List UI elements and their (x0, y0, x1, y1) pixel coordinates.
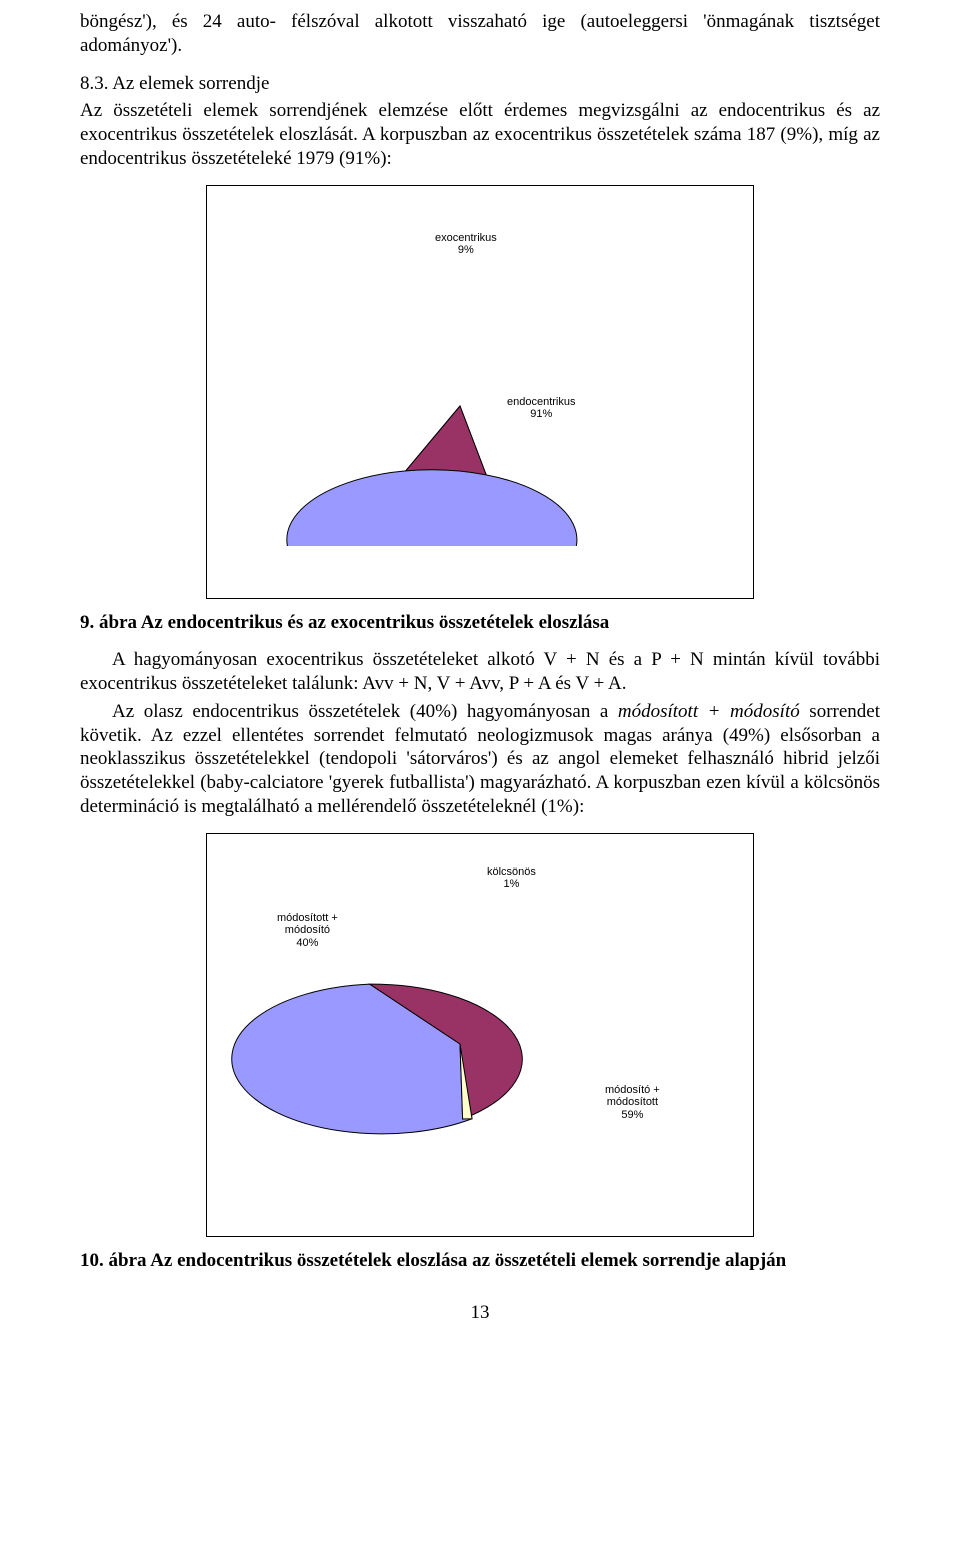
chart1-label-endo: endocentrikus 91% (507, 396, 576, 421)
chart2-pie (225, 854, 695, 1184)
chart2-label-left-3: 40% (277, 937, 338, 950)
paragraph-4b-italic: módosított + módosító (618, 701, 800, 722)
paragraph-2: Az összetételi elemek sorrendjének elemz… (80, 99, 880, 170)
section-heading: 8.3. Az elemek sorrendje (80, 72, 880, 96)
chart2-label-left: módosított + módosító 40% (277, 912, 338, 950)
paragraph-4: Az olasz endocentrikus összetételek (40%… (80, 700, 880, 819)
figure-1-caption: 9. ábra Az endocentrikus és az exocentri… (80, 611, 880, 635)
chart2-label-left-2: módosító (277, 924, 338, 937)
chart2-label-top-1: kölcsönös (487, 866, 536, 879)
paragraph-intro: böngész'), és 24 auto- félszóval alkotot… (80, 10, 880, 58)
chart1-label-exo-name: exocentrikus (435, 232, 497, 245)
figure-1-box: exocentrikus 9% endocentrikus 91% (206, 185, 754, 599)
chart1-label-exo-pct: 9% (435, 244, 497, 257)
chart2-label-top: kölcsönös 1% (487, 866, 536, 891)
chart2-label-left-1: módosított + (277, 912, 338, 925)
chart2-label-right-1: módosító + (605, 1084, 660, 1097)
chart2-label-top-2: 1% (487, 878, 536, 891)
chart2-label-right: módosító + módosított 59% (605, 1084, 660, 1122)
figure-2-box: kölcsönös 1% módosított + módosító 40% m… (206, 833, 754, 1237)
chart1-label-endo-name: endocentrikus (507, 396, 576, 409)
chart1-label-endo-pct: 91% (507, 408, 576, 421)
figure-2-caption: 10. ábra Az endocentrikus összetételek e… (80, 1249, 880, 1273)
chart2-label-right-2: módosított (605, 1096, 660, 1109)
page-number: 13 (80, 1302, 880, 1324)
paragraph-4a: Az olasz endocentrikus összetételek (40%… (112, 701, 618, 722)
chart1-label-exo: exocentrikus 9% (435, 232, 497, 257)
paragraph-3: A hagyományosan exocentrikus összetétele… (80, 648, 880, 696)
chart2-label-right-3: 59% (605, 1109, 660, 1122)
